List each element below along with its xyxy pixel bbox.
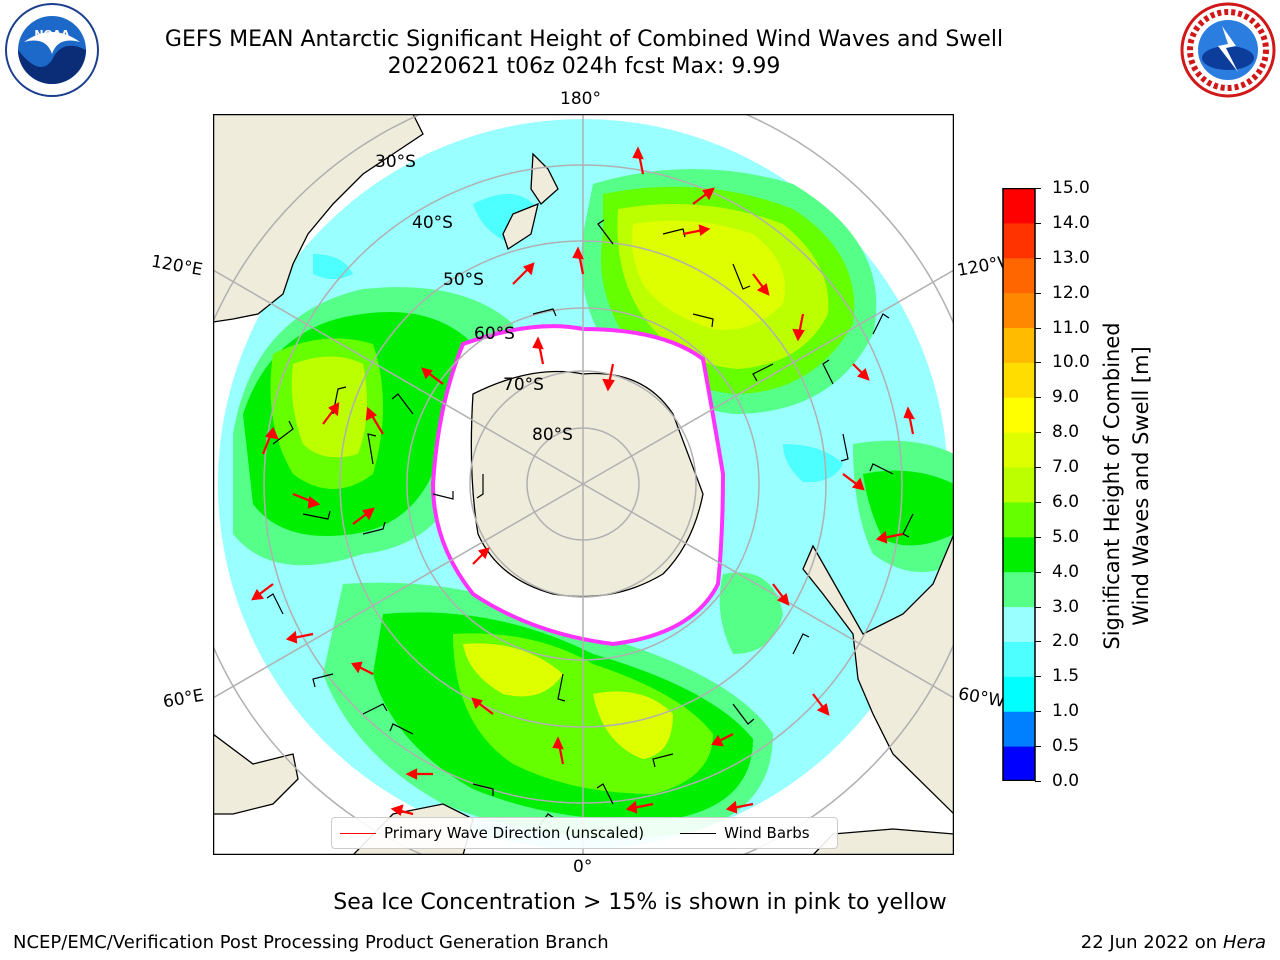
colorbar-tick-mark [1035, 606, 1041, 608]
colorbar-tick-mark [1035, 292, 1041, 294]
colorbar-band [1003, 536, 1035, 573]
colorbar-label: Significant Height of Combined Wind Wave… [1100, 322, 1153, 650]
colorbar-tick-mark [1035, 467, 1041, 469]
colorbar-tick-mark [1035, 327, 1041, 329]
colorbar-tick-label: 10.0 [1052, 352, 1090, 373]
colorbar-band [1003, 397, 1035, 433]
colorbar-tick-label: 7.0 [1052, 457, 1080, 478]
colorbar-tick-mark [1035, 676, 1041, 678]
colorbar-band [1003, 467, 1035, 503]
wind-barb-legend-swatch [680, 832, 717, 834]
map-title: GEFS MEAN Antarctic Significant Height o… [164, 27, 1004, 52]
latitude-label-30s: 30°S [375, 152, 416, 172]
map-legend: Primary Wave Direction (unscaled) Wind B… [331, 817, 838, 849]
colorbar-tick-label: 1.0 [1052, 701, 1080, 722]
wave-direction-legend-swatch [340, 832, 376, 834]
colorbar-tick-label: 6.0 [1052, 491, 1080, 512]
colorbar-tick-mark [1035, 362, 1041, 364]
wave-direction-arrows [251, 146, 916, 816]
colorbar-tick-label: 3.0 [1052, 596, 1080, 617]
colorbar-band [1003, 676, 1035, 712]
colorbar-tick-label: 9.0 [1052, 387, 1080, 408]
colorbar-tick-label: 12.0 [1052, 282, 1090, 303]
colorbar-tick-mark [1035, 711, 1041, 713]
colorbar-band [1003, 222, 1035, 259]
colorbar-band [1003, 606, 1035, 642]
map-frame [213, 114, 954, 855]
colorbar-tick-mark [1035, 222, 1041, 224]
longitude-label-180: 180° [560, 89, 601, 109]
map-subtitle: 20220621 t06z 024h fcst Max: 9.99 [387, 54, 781, 79]
colorbar-band [1003, 711, 1035, 747]
graticule [213, 114, 954, 855]
colorbar-tick-label: 2.0 [1052, 631, 1080, 652]
polar-map [213, 114, 954, 855]
longitude-label-60e: 60°E [161, 685, 206, 713]
sea-ice-note: Sea Ice Concentration > 15% is shown in … [333, 890, 947, 915]
land-masses [213, 114, 954, 855]
colorbar-tick-label: 15.0 [1052, 178, 1090, 198]
longitude-label-120e: 120°E [149, 251, 205, 281]
antarctica [470, 370, 704, 598]
colorbar-tick-mark [1035, 746, 1041, 748]
colorbar-band [1003, 641, 1035, 677]
wave-direction-legend-label: Primary Wave Direction (unscaled) [384, 824, 645, 842]
colorbar-tick-mark [1035, 397, 1041, 399]
colorbar-tick-mark [1035, 501, 1041, 503]
colorbar [1002, 188, 1036, 781]
colorbar-tick-mark [1035, 641, 1041, 643]
colorbar-tick-mark [1035, 188, 1041, 189]
colorbar-band [1003, 501, 1035, 538]
longitude-label-0: 0° [573, 857, 593, 877]
colorbar-tick-label: 5.0 [1052, 526, 1080, 547]
latitude-label-70s: 70°S [503, 375, 544, 395]
colorbar-band [1003, 292, 1035, 329]
national-weather-service-logo [1180, 2, 1276, 98]
colorbar-frame [1002, 188, 1036, 781]
footer-credit: NCEP/EMC/Verification Post Processing Pr… [13, 932, 609, 953]
colorbar-tick-label: 0.0 [1052, 771, 1080, 791]
colorbar-band [1003, 257, 1035, 294]
svg-text:NOAA: NOAA [34, 28, 70, 41]
latitude-label-60s: 60°S [474, 324, 515, 344]
noaa-logo: NOAA [5, 3, 99, 97]
colorbar-tick-label: 14.0 [1052, 212, 1090, 233]
colorbar-tick-mark [1035, 536, 1041, 538]
footer-date: 22 Jun 2022 on Hera [1080, 932, 1266, 953]
longitude-label-60w: 60°W [956, 684, 1007, 712]
latitude-label-40s: 40°S [412, 213, 453, 233]
colorbar-tick-label: 13.0 [1052, 247, 1090, 268]
colorbar-tick-mark [1035, 432, 1041, 434]
colorbar-band [1003, 432, 1035, 468]
colorbar-tick-label: 1.5 [1052, 666, 1080, 687]
colorbar-tick-label: 8.0 [1052, 422, 1080, 443]
colorbar-tick-mark [1035, 571, 1041, 573]
colorbar-tick-label: 0.5 [1052, 736, 1080, 757]
colorbar-band [1003, 746, 1035, 781]
colorbar-band [1003, 327, 1035, 363]
wind-barbs [266, 219, 914, 835]
colorbar-band [1003, 571, 1035, 608]
latitude-label-80s: 80°S [532, 425, 573, 445]
colorbar-tick-label: 4.0 [1052, 561, 1080, 582]
colorbar-tick-mark [1035, 781, 1041, 782]
latitude-label-50s: 50°S [443, 270, 484, 290]
colorbar-tick-label: 11.0 [1052, 317, 1090, 338]
colorbar-tick-mark [1035, 257, 1041, 259]
colorbar-band [1003, 362, 1035, 398]
wind-barb-legend-label: Wind Barbs [724, 824, 810, 842]
colorbar-band [1003, 188, 1035, 224]
